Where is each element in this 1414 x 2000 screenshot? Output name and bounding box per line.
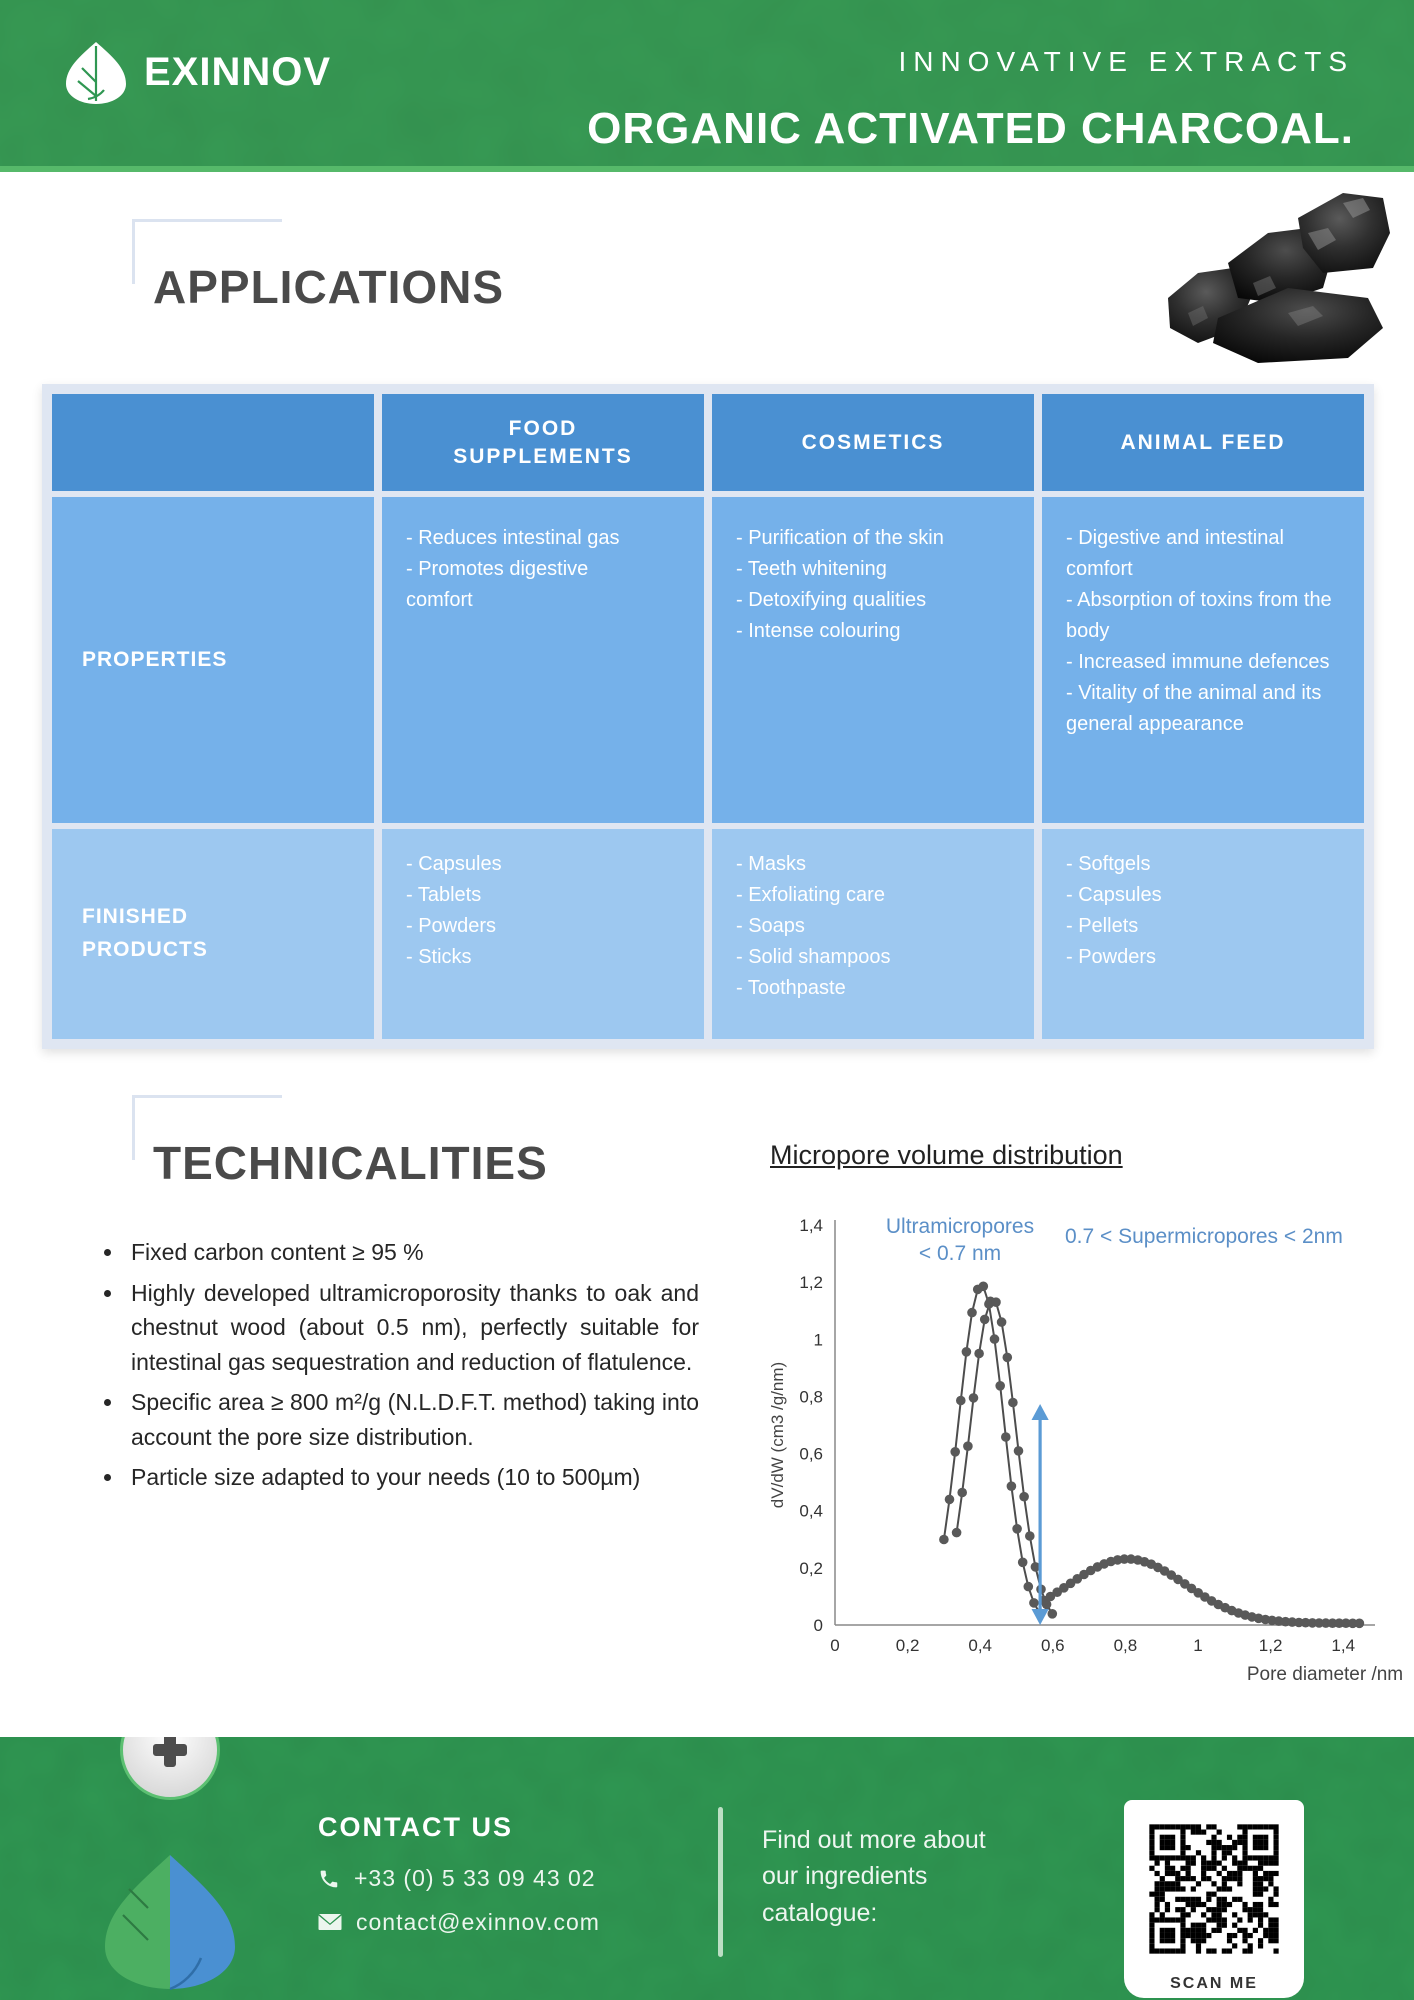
- svg-text:Pore diameter /nm: Pore diameter /nm: [1247, 1664, 1403, 1685]
- svg-text:0,4: 0,4: [799, 1502, 823, 1521]
- svg-text:0,2: 0,2: [799, 1559, 823, 1578]
- svg-text:1,4: 1,4: [799, 1216, 823, 1235]
- svg-text:0,6: 0,6: [1041, 1636, 1065, 1655]
- svg-text:0: 0: [830, 1636, 839, 1655]
- svg-text:1,2: 1,2: [799, 1273, 823, 1292]
- svg-text:1,2: 1,2: [1259, 1636, 1283, 1655]
- svg-text:1,4: 1,4: [1331, 1636, 1355, 1655]
- svg-text:1: 1: [814, 1330, 823, 1349]
- svg-text:0,4: 0,4: [968, 1636, 992, 1655]
- svg-text:0,8: 0,8: [799, 1387, 823, 1406]
- svg-text:dV/dW (cm3 /g/nm): dV/dW (cm3 /g/nm): [768, 1362, 787, 1508]
- svg-text:0,6: 0,6: [799, 1445, 823, 1464]
- svg-text:1: 1: [1193, 1636, 1202, 1655]
- svg-text:0,8: 0,8: [1114, 1636, 1138, 1655]
- svg-text:0,2: 0,2: [896, 1636, 920, 1655]
- svg-text:0: 0: [814, 1616, 823, 1635]
